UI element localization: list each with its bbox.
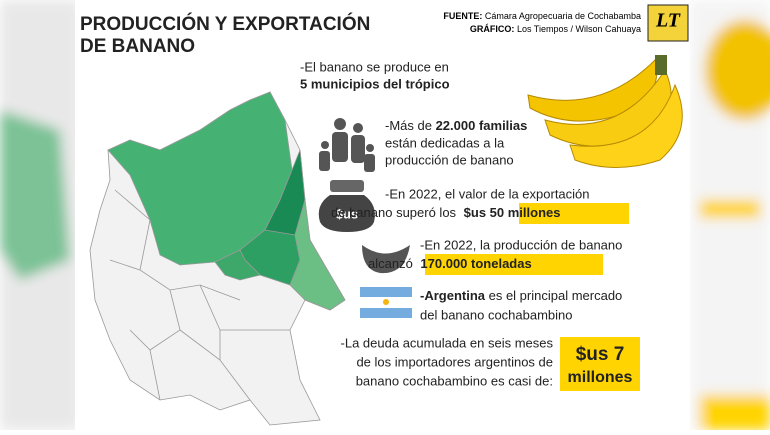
highlight xyxy=(560,337,640,391)
fact-text: -Argentina es el principal mercado xyxy=(420,288,622,303)
bananas xyxy=(527,55,683,168)
fact-text: -En 2022, el valor de la exportación xyxy=(385,186,590,201)
bag-text: $us xyxy=(336,206,358,221)
fact-text: están dedicadas a la xyxy=(385,135,505,150)
fact-text: -El banano se produce en xyxy=(300,59,449,74)
fact-bold: 5 municipios del trópico xyxy=(300,76,450,91)
logo-box xyxy=(647,4,689,42)
fact-text: -La deuda acumulada en seis meses xyxy=(341,335,554,350)
fact-text: de banano superó los $us 50 millones xyxy=(331,205,560,220)
highlight xyxy=(519,203,629,224)
money-bag: $us xyxy=(318,180,375,232)
fact-text: alcanzó 170.000 toneladas xyxy=(368,256,532,271)
fact-highlight: $us 50 millones xyxy=(464,205,561,220)
credit: GRÁFICO: Los Tiempos / Wilson Cahuaya xyxy=(470,24,641,34)
credit-text: Los Tiempos / Wilson Cahuaya xyxy=(517,24,641,34)
fact-text: -Más de 22.000 familias xyxy=(385,118,527,133)
fact-part: alcanzó xyxy=(368,256,416,271)
fact-text: de los importadores argentinos de xyxy=(356,354,553,369)
source-label: FUENTE: xyxy=(443,11,482,21)
fact-bold: 22.000 familias xyxy=(436,118,528,133)
title: PRODUCCIÓN Y EXPORTACIÓN xyxy=(80,13,370,35)
fact-text: banano cochabambino es casi de: xyxy=(356,373,553,388)
source-text: Cámara Agropecuaria de Cochabamba xyxy=(485,11,641,21)
fact-text: del banano cochabambino xyxy=(420,307,573,322)
credit-label: GRÁFICO: xyxy=(470,24,515,34)
flag xyxy=(360,287,412,318)
source: FUENTE: Cámara Agropecuaria de Cochabamb… xyxy=(443,11,641,21)
fact-highlight: $us 7 xyxy=(576,344,625,365)
fact-highlight: 170.000 toneladas xyxy=(420,256,531,271)
fact-highlight: millones xyxy=(568,369,633,386)
banana-icon xyxy=(362,245,410,274)
fact-bold: -Argentina xyxy=(420,288,486,303)
fact-text: -En 2022, la producción de banano xyxy=(420,237,622,252)
family-icon xyxy=(319,118,375,172)
title: DE BANANO xyxy=(80,36,195,57)
fact-part: -Más de xyxy=(385,118,436,133)
logo: LT xyxy=(655,10,681,32)
fact-part: de banano superó los xyxy=(331,205,460,220)
highlight xyxy=(425,254,603,275)
fact-text: producción de banano xyxy=(385,152,514,167)
map xyxy=(89,91,346,426)
fact-part: es el principal mercado xyxy=(485,288,622,303)
